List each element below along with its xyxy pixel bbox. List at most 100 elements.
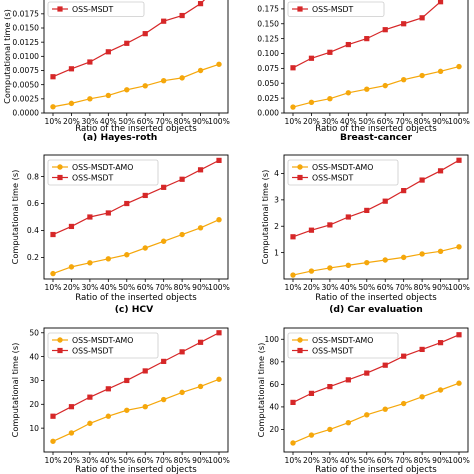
x-tick-label: 40% xyxy=(100,117,117,126)
x-tick-label: 80% xyxy=(174,117,191,126)
legend-marker xyxy=(57,6,63,12)
y-tick-label: 60 xyxy=(269,380,279,389)
data-point-circle xyxy=(456,380,462,386)
data-point-square xyxy=(437,340,444,346)
data-point-circle xyxy=(327,265,333,271)
x-tick-label: 30% xyxy=(81,283,98,292)
data-point-square xyxy=(216,157,222,163)
data-point-circle xyxy=(50,438,56,444)
data-point-circle xyxy=(308,99,315,105)
legend-label: OSS-MSDT xyxy=(72,346,114,355)
data-point-circle xyxy=(87,96,93,102)
legend-box xyxy=(47,1,145,17)
data-point-square xyxy=(68,223,75,230)
series-2 xyxy=(50,330,222,419)
series-2 xyxy=(50,61,222,110)
x-tick-label: 40% xyxy=(340,283,357,292)
y-tick-label: 20 xyxy=(269,425,279,434)
data-point-circle xyxy=(382,257,388,263)
x-tick-label: 60% xyxy=(377,117,394,126)
data-point-circle xyxy=(400,76,407,83)
data-point-circle xyxy=(345,90,352,96)
series-2 xyxy=(290,157,462,240)
x-tick-label: 60% xyxy=(377,456,394,465)
y-axis-label: Computational time (s) xyxy=(10,343,20,438)
y-tick-label: 0.2 xyxy=(27,253,39,262)
data-point-circle xyxy=(68,264,75,270)
data-point-circle xyxy=(160,78,167,84)
y-tick-label: 0.125 xyxy=(257,34,279,43)
data-point-square xyxy=(197,167,204,173)
data-point-square xyxy=(105,210,111,216)
data-point-circle xyxy=(364,412,370,418)
data-point-circle xyxy=(456,63,462,70)
legend-label: OSS-MSDT-AMO xyxy=(312,336,373,345)
x-tick-label: 40% xyxy=(340,117,357,126)
x-tick-label: 100% xyxy=(448,117,470,126)
data-point-square xyxy=(364,207,370,214)
data-point-square xyxy=(179,349,185,355)
x-tick-label: 80% xyxy=(414,283,431,292)
y-tick-label: 0.8 xyxy=(27,172,39,181)
data-point-square xyxy=(105,386,111,392)
data-point-square xyxy=(401,353,407,359)
data-point-square xyxy=(382,198,388,204)
data-point-circle xyxy=(400,400,407,407)
x-tick-label: 60% xyxy=(377,283,394,292)
series-1 xyxy=(50,0,206,80)
data-point-square xyxy=(50,231,56,238)
legend-label: OSS-MSDT-AMO xyxy=(72,163,133,172)
chart-panel-1: 0.0000 0.0025 0.0050 0.0075 0.0100 0.0125 0.01… xyxy=(2,0,230,143)
x-tick-label: 10% xyxy=(45,283,62,292)
y-tick-label: 0.0025 xyxy=(12,95,39,104)
y-tick-label: 0.100 xyxy=(257,49,279,58)
x-tick-label: 50% xyxy=(118,456,135,465)
x-tick-label: 10% xyxy=(45,456,62,465)
data-point-circle xyxy=(308,432,315,438)
data-point-circle xyxy=(142,403,148,410)
y-tick-label: 0.050 xyxy=(257,79,279,88)
data-point-square xyxy=(87,214,93,220)
legend-box xyxy=(287,1,385,17)
x-tick-label: 70% xyxy=(155,283,172,292)
data-point-square xyxy=(50,74,56,80)
data-point-circle xyxy=(124,252,130,258)
y-tick-label: 0.0125 xyxy=(12,38,39,47)
x-axis-label: Ratio of the inserted objects xyxy=(315,293,437,303)
x-tick-label: 10% xyxy=(285,117,302,126)
x-tick-label: 80% xyxy=(414,117,431,126)
x-axis-label: Ratio of the inserted objects xyxy=(315,124,437,134)
x-tick-label: 50% xyxy=(358,456,375,465)
y-tick-label: 40 xyxy=(269,403,279,412)
data-point-square xyxy=(142,368,148,374)
data-point-square xyxy=(437,168,444,174)
series-line xyxy=(52,219,220,275)
data-point-circle xyxy=(290,272,296,278)
x-tick-label: 10% xyxy=(45,117,62,126)
chart-panel-5: 10 20 30 40 50 10% 20% 30% 40% 50% 60% 70% 80% 90% 100… xyxy=(10,327,230,474)
data-point-square xyxy=(87,59,93,65)
data-point-square xyxy=(142,192,148,199)
y-tick-label: 80 xyxy=(269,358,279,367)
data-point-circle xyxy=(382,406,388,412)
series-2 xyxy=(50,157,222,238)
x-tick-label: 40% xyxy=(100,456,117,465)
y-tick-label: 2 xyxy=(274,222,279,231)
y-tick-label: 10 xyxy=(29,424,39,433)
data-point-square xyxy=(345,41,351,48)
data-point-circle xyxy=(197,67,204,74)
plot-frame xyxy=(283,327,469,453)
data-point-square xyxy=(364,36,370,42)
data-point-square xyxy=(382,362,388,368)
data-point-square xyxy=(419,177,425,183)
data-point-circle xyxy=(124,87,130,93)
data-point-square xyxy=(161,184,167,190)
data-point-square xyxy=(327,49,333,55)
x-tick-label: 90% xyxy=(432,456,449,465)
data-point-circle xyxy=(68,100,75,107)
x-tick-label: 100% xyxy=(448,283,470,292)
data-point-circle xyxy=(179,75,185,81)
panel-caption: (d) Car evaluation xyxy=(329,304,423,315)
series-1 xyxy=(50,376,222,444)
